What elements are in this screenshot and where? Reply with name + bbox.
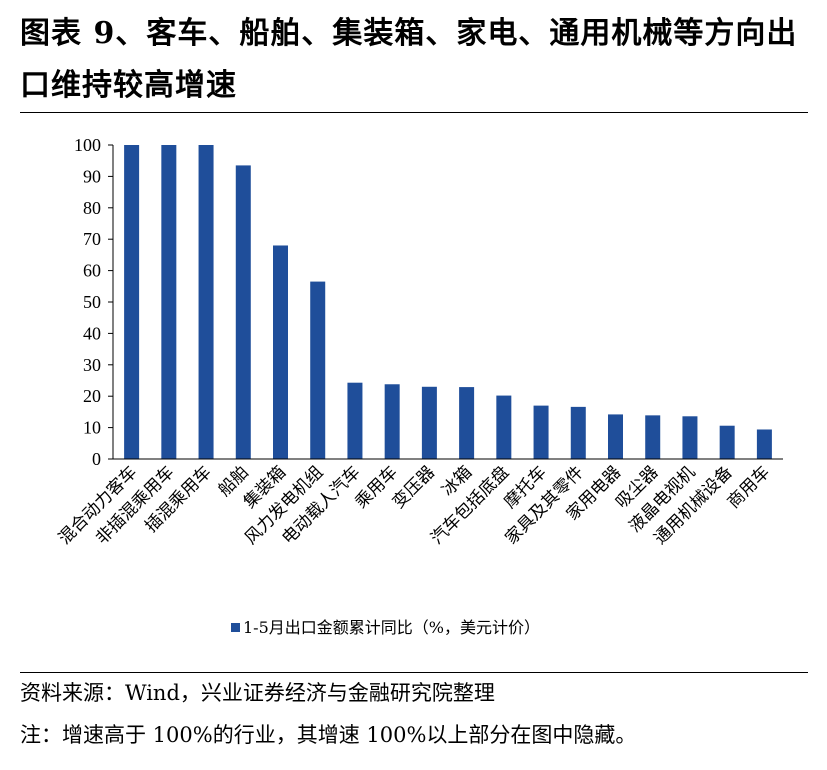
bar	[496, 395, 512, 459]
chart-title: 图表 9、客车、船舶、集装箱、家电、通用机械等方向出口维持较高增速	[20, 16, 798, 103]
bar	[533, 405, 549, 459]
y-tick-label: 10	[83, 418, 101, 438]
bar	[273, 245, 288, 459]
bar	[161, 145, 177, 459]
y-tick-label: 0	[92, 449, 101, 469]
bar	[384, 384, 400, 459]
y-tick-label: 50	[83, 292, 101, 312]
legend-label: 1-5月出口金额累计同比（%，美元计价）	[243, 618, 540, 637]
x-category-label: 变压器	[389, 462, 439, 512]
bar	[608, 414, 623, 459]
bars-group	[124, 145, 772, 459]
y-tick-label: 90	[83, 166, 101, 186]
y-tick-label: 30	[83, 355, 101, 375]
title-divider	[20, 112, 808, 113]
legend-swatch	[231, 623, 240, 632]
bar	[124, 145, 140, 459]
y-tick-label: 80	[83, 198, 101, 218]
y-tick-label: 70	[83, 229, 101, 249]
legend: 1-5月出口金额累计同比（%，美元计价）	[231, 618, 540, 637]
bar	[310, 281, 326, 459]
footnote: 注：增速高于 100%的行业，其增速 100%以上部分在图中隐藏。	[20, 723, 637, 747]
bar	[198, 145, 214, 459]
bar	[459, 387, 475, 459]
x-category-label: 商用车	[724, 462, 774, 512]
bar	[235, 165, 251, 459]
y-tick-label: 60	[83, 261, 101, 281]
y-axis: 0 10 20 30 40 50 60 70 80 90 100	[74, 135, 114, 469]
bar	[347, 382, 363, 459]
bar	[719, 425, 735, 459]
bar	[756, 429, 772, 459]
bar	[645, 415, 661, 459]
footer-divider	[20, 672, 808, 673]
bar	[570, 406, 586, 459]
y-tick-label: 40	[83, 323, 101, 343]
y-tick-label: 100	[74, 135, 101, 155]
bar	[421, 386, 437, 459]
y-tick-label: 20	[83, 386, 101, 406]
bar-chart: 0 10 20 30 40 50 60 70 80 90 100 混合动力客车非插混乘用车插混乘用车…	[55, 135, 783, 637]
source-note: 资料来源：Wind，兴业证券经济与金融研究院整理	[20, 681, 495, 705]
bar	[682, 416, 698, 459]
